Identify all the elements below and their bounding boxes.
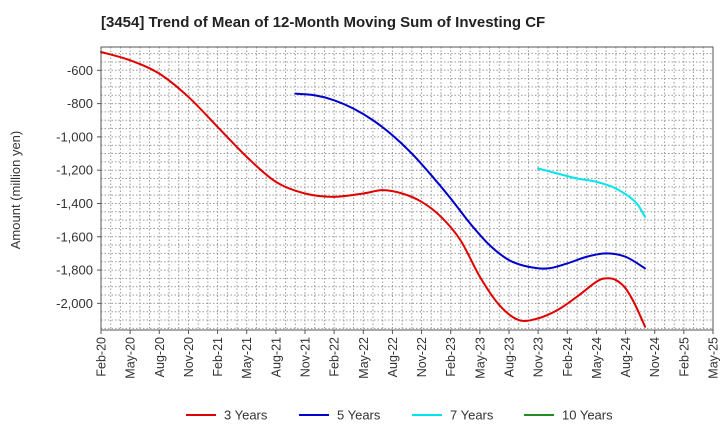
x-tick-label: May-21 (240, 337, 254, 379)
y-tick-label: -1,200 (56, 163, 93, 178)
x-tick-label: Nov-20 (182, 337, 196, 377)
legend: 3 Years 5 Years 7 Years 10 Years (186, 408, 613, 423)
x-tick-label: Aug-21 (269, 337, 283, 377)
series-line-7-years (537, 167, 646, 218)
y-tick-labels: -600 -800 -1,000 -1,200 -1,400 -1,600 -1,800 -2… (56, 63, 101, 311)
x-tick-label: Feb-20 (95, 337, 109, 377)
x-tick-label: Aug-24 (619, 337, 633, 377)
x-tick-label: Nov-22 (415, 337, 429, 377)
y-tick-label: -1,000 (56, 129, 93, 144)
plot-frame (100, 46, 714, 331)
y-tick-label: -600 (67, 63, 93, 78)
x-tick-label: Aug-22 (386, 337, 400, 377)
x-tick-label: May-24 (590, 337, 604, 379)
x-tick-label: Feb-23 (444, 337, 458, 377)
legend-item-10-years: 10 Years (524, 408, 613, 423)
legend-label: 7 Years (450, 408, 494, 423)
x-tick-label: May-23 (473, 337, 487, 379)
x-tick-label: Feb-24 (561, 337, 575, 377)
x-tick-label: Feb-21 (211, 337, 225, 377)
x-tick-label: Nov-24 (648, 337, 662, 377)
x-tick-label: May-20 (124, 337, 138, 379)
series-line-3-years (100, 50, 646, 328)
x-tick-label: Aug-20 (153, 337, 167, 377)
x-tick-label: Nov-21 (299, 337, 313, 377)
x-tick-label: Aug-23 (503, 337, 517, 377)
series-line-5-years (294, 92, 646, 270)
y-tick-label: -1,800 (56, 263, 93, 278)
grid-layer (101, 47, 713, 330)
y-tick-label: -800 (67, 96, 93, 111)
x-tick-label: May-22 (357, 337, 371, 379)
y-tick-label: -1,400 (56, 196, 93, 211)
legend-item-3-years: 3 Years (186, 408, 268, 423)
x-tick-label: Feb-25 (677, 337, 691, 377)
y-axis-label: Amount (million yen) (8, 131, 23, 250)
x-tick-label: Nov-23 (532, 337, 546, 377)
legend-item-5-years: 5 Years (299, 408, 381, 423)
y-tick-label: -1,600 (56, 229, 93, 244)
x-tick-labels: Feb-20 May-20 Aug-20 Nov-20 Feb-21 May-21 Aug-… (95, 330, 720, 379)
legend-label: 3 Years (224, 408, 268, 423)
legend-item-7-years: 7 Years (412, 408, 494, 423)
legend-label: 10 Years (562, 408, 613, 423)
y-tick-label: -2,000 (56, 296, 93, 311)
x-tick-label: May-25 (707, 337, 720, 379)
x-tick-label: Feb-22 (328, 337, 342, 377)
series-layer (100, 50, 646, 328)
chart-title: [3454] Trend of Mean of 12-Month Moving … (101, 14, 546, 31)
legend-label: 5 Years (337, 408, 381, 423)
